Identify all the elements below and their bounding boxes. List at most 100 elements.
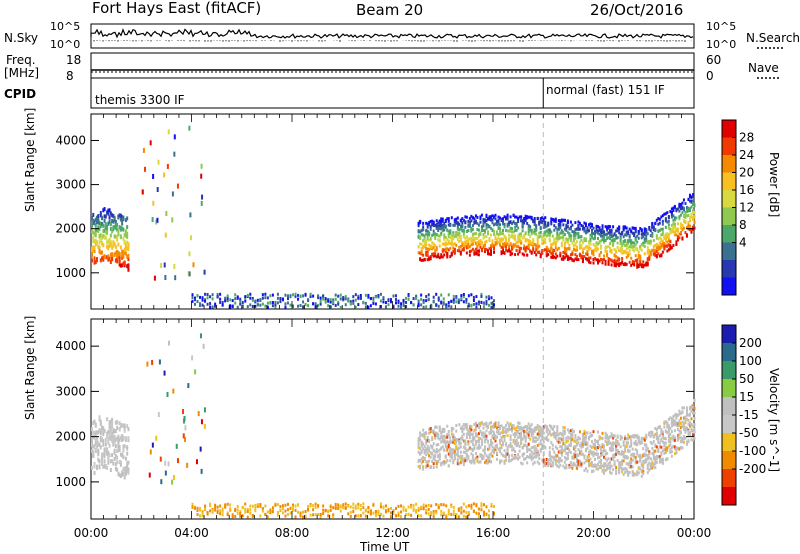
power-echo-cell <box>477 253 480 257</box>
velocity-echo-cell <box>597 467 600 471</box>
power-echo-cell <box>673 230 676 234</box>
velocity-echo-cell <box>606 466 609 470</box>
velocity-echo-cell <box>559 431 562 435</box>
power-echo-cell <box>670 246 673 250</box>
velocity-echo-cell <box>687 429 690 433</box>
velocity-echo-cell <box>619 445 622 449</box>
velocity-echo-cell <box>649 430 652 434</box>
power-echo-cell <box>597 225 600 229</box>
velocity-echo-cell <box>450 452 453 456</box>
power-echo-cell <box>422 228 425 232</box>
velocity-echo-cell <box>426 444 429 448</box>
power-echo-cell <box>509 215 512 219</box>
velocity-echo-cell <box>440 447 443 451</box>
power-echo-cell <box>449 246 452 250</box>
power-echo-cell <box>429 236 432 240</box>
power-echo-cell <box>156 187 159 193</box>
velocity-echo-cell <box>649 457 652 461</box>
power-echo-cell <box>562 250 565 254</box>
power-echo-cell <box>485 235 488 239</box>
power-echo-cell <box>672 230 675 234</box>
power-echo-cell <box>581 258 584 262</box>
power-echo-cell <box>625 230 628 234</box>
velocity-echo-cell <box>569 461 572 465</box>
power-echo-cell <box>687 209 690 213</box>
velocity-echo-cell <box>604 449 607 453</box>
power-echo-cell <box>590 249 593 253</box>
power-echo-cell <box>642 243 645 247</box>
velocity-echo-cell <box>575 457 578 461</box>
velocity-echo-cell <box>562 436 565 440</box>
power-echo-cell <box>94 233 97 238</box>
velocity-echo-cell <box>530 446 533 450</box>
velocity-echo-cell <box>645 448 648 452</box>
power-echo-cell <box>98 248 101 253</box>
velocity-echo-cell <box>502 430 505 434</box>
velocity-echo-cell <box>515 430 518 434</box>
velocity-echo-cell <box>489 425 492 429</box>
velocity-echo-cell <box>123 475 126 480</box>
velocity-echo-cell <box>616 441 619 445</box>
velocity-echo-cell <box>231 515 234 519</box>
power-echo-cell <box>661 227 664 231</box>
power-echo-cell <box>627 232 630 236</box>
power-echo-cell <box>440 222 443 226</box>
power-echo-cell <box>493 229 495 233</box>
power-echo-cell <box>109 240 112 245</box>
velocity-echo-cell <box>111 434 114 439</box>
freq-panel-frame <box>90 52 695 79</box>
velocity-echo-cell <box>539 447 542 451</box>
power-echo-cell <box>458 235 461 239</box>
power-echo-cell <box>456 216 459 220</box>
velocity-echo-cell <box>685 417 688 421</box>
power-echo-cell <box>319 296 322 300</box>
velocity-echo-cell <box>562 438 565 442</box>
power-echo-cell <box>119 235 122 240</box>
power-echo-cell <box>122 227 125 232</box>
power-echo-cell <box>194 302 197 306</box>
power-echo-cell <box>499 223 502 227</box>
power-echo-cell <box>111 252 114 257</box>
power-echo-cell <box>612 240 615 244</box>
power-echo-cell <box>616 241 619 245</box>
velocity-echo-cell <box>515 442 518 446</box>
velocity-echo-cell <box>657 426 660 430</box>
velocity-echo-cell <box>482 431 485 435</box>
power-echo-cell <box>654 228 657 232</box>
velocity-echo-cell <box>508 444 511 448</box>
velocity-echo-cell <box>226 511 229 515</box>
velocity-echo-cell <box>557 465 560 469</box>
velocity-echo-cell <box>649 463 652 467</box>
velocity-echo-cell <box>601 464 604 468</box>
velocity-echo-cell <box>122 467 125 472</box>
power-echo-cell <box>194 296 197 300</box>
velocity-echo-cell <box>476 434 479 438</box>
velocity-echo-cell <box>652 462 655 466</box>
velocity-echo-cell <box>574 439 577 443</box>
power-echo-cell <box>292 304 294 308</box>
velocity-echo-cell <box>471 447 474 451</box>
power-echo-cell <box>329 298 332 302</box>
velocity-echo-cell <box>447 452 450 456</box>
velocity-echo-cell <box>693 423 696 427</box>
velocity-echo-cell <box>236 504 239 508</box>
power-echo-cell <box>670 215 673 219</box>
power-echo-cell <box>446 252 449 256</box>
velocity-echo-cell <box>566 453 569 457</box>
velocity-echo-cell <box>679 430 682 434</box>
velocity-echo-cell <box>592 442 595 446</box>
power-echo-cell <box>637 236 640 240</box>
power-echo-cell <box>309 294 312 298</box>
power-echo-cell <box>92 220 95 225</box>
power-echo-cell <box>645 261 648 265</box>
velocity-echo-cell <box>530 458 533 462</box>
velocity-echo-cell <box>464 450 467 454</box>
velocity-echo-cell <box>429 427 432 431</box>
power-echo-cell <box>687 225 690 229</box>
power-echo-cell <box>446 242 449 246</box>
power-echo-cell <box>441 229 444 233</box>
velocity-echo-cell <box>512 438 515 442</box>
velocity-echo-cell <box>530 428 533 432</box>
power-echo-cell <box>503 244 506 248</box>
power-echo-cell <box>456 231 459 235</box>
